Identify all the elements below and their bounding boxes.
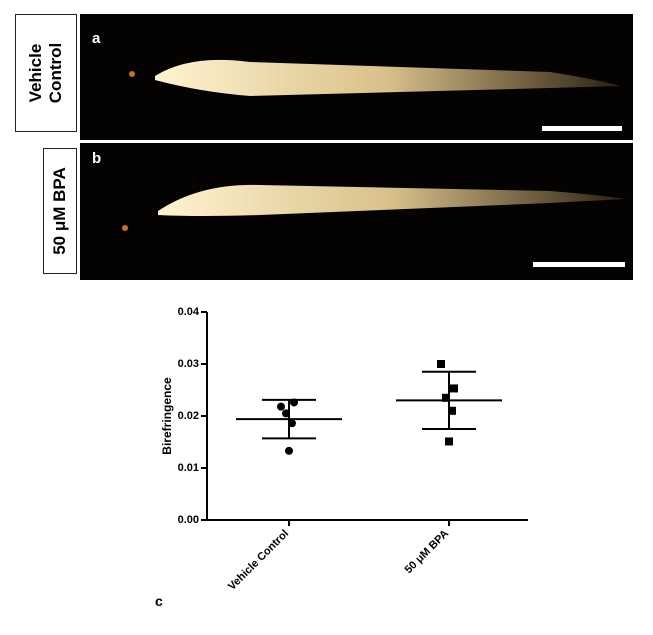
- fish: [155, 59, 620, 96]
- side-label-box: 50 μM BPA: [43, 148, 77, 274]
- y-tick-label: 0.00: [178, 514, 199, 526]
- panel-label: c: [155, 593, 163, 609]
- data-point: [285, 446, 293, 455]
- data-point: [277, 402, 285, 411]
- scale-bar: [542, 126, 622, 131]
- y-axis-label: Birefringence: [160, 377, 174, 455]
- x-tick-label: Vehicle Control: [226, 528, 291, 593]
- eye: [129, 71, 135, 77]
- data-point: [445, 437, 453, 446]
- y-tick-label: 0.04: [178, 306, 200, 318]
- data-point: [448, 406, 456, 415]
- eye: [122, 225, 128, 231]
- side-label-box: Vehicle Control: [15, 14, 77, 132]
- scale-bar: [533, 262, 625, 267]
- y-tick-label: 0.01: [178, 462, 199, 474]
- micrograph: [80, 143, 633, 280]
- data-point: [450, 384, 458, 393]
- y-tick-label: 0.03: [178, 358, 199, 370]
- data-point: [437, 360, 445, 368]
- fish: [158, 184, 625, 216]
- panel-label: b: [92, 150, 102, 167]
- micrograph: [80, 14, 633, 140]
- fish-image: [129, 59, 622, 131]
- data-point: [442, 393, 450, 402]
- panel-label: a: [92, 30, 101, 47]
- y-tick-label: 0.02: [178, 410, 199, 422]
- x-tick-label: 50 μM BPA: [403, 528, 452, 577]
- fish-image: [122, 184, 625, 267]
